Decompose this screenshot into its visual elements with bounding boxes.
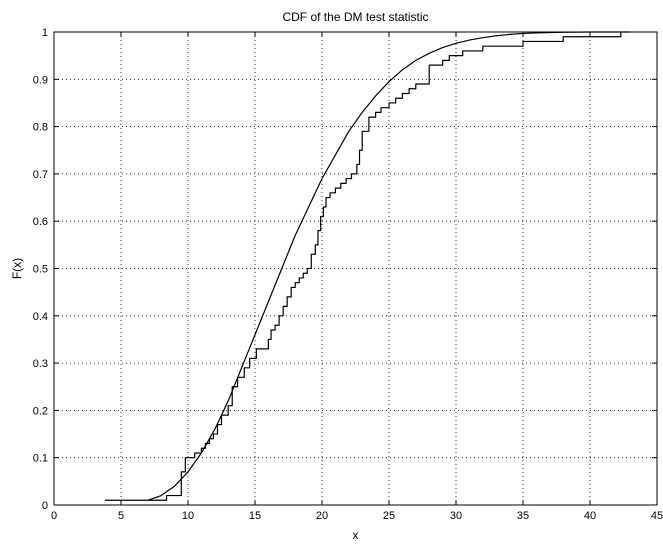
y-tick-label: 0.3 bbox=[33, 358, 48, 370]
y-tick-label: 0.9 bbox=[33, 74, 48, 86]
x-tick-label: 10 bbox=[182, 510, 194, 522]
y-tick-label: 0 bbox=[42, 500, 48, 512]
y-tick-label: 0.2 bbox=[33, 405, 48, 417]
x-tick-label: 40 bbox=[584, 510, 596, 522]
x-tick-label: 45 bbox=[651, 510, 663, 522]
x-tick-label: 0 bbox=[51, 510, 57, 522]
y-tick-label: 0.6 bbox=[33, 216, 48, 228]
x-tick-label: 15 bbox=[249, 510, 261, 522]
x-axis-title: x bbox=[353, 528, 359, 542]
y-tick-label: 0.4 bbox=[33, 311, 48, 323]
x-tick-label: 30 bbox=[450, 510, 462, 522]
theoretical-cdf-line bbox=[147, 31, 631, 501]
chart-title: CDF of the DM test statistic bbox=[282, 10, 428, 24]
empirical-cdf-step-line bbox=[104, 32, 622, 501]
x-tick-label: 20 bbox=[316, 510, 328, 522]
grid-layer bbox=[54, 32, 657, 505]
series-layer bbox=[104, 31, 631, 501]
y-axis-title: F(x) bbox=[10, 258, 24, 279]
tick-layer: 0 5 10 15 20 25 30 35 40 45 0 0.1 0.2 0.3 0.4 0.5 0.6 0.7… bbox=[33, 27, 663, 522]
x-tick-label: 35 bbox=[517, 510, 529, 522]
y-tick-label: 0.1 bbox=[33, 453, 48, 465]
x-tick-label: 25 bbox=[383, 510, 395, 522]
y-tick-label: 1 bbox=[42, 27, 48, 39]
y-tick-label: 0.8 bbox=[33, 122, 48, 134]
y-tick-label: 0.5 bbox=[33, 264, 48, 276]
y-tick-label: 0.7 bbox=[33, 169, 48, 181]
x-tick-label: 5 bbox=[118, 510, 124, 522]
